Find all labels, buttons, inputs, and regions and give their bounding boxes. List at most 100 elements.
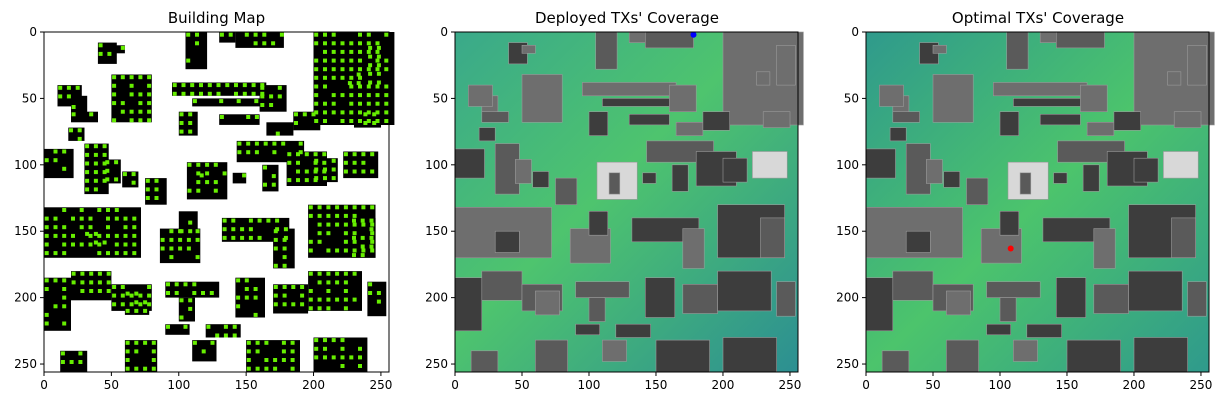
candidate-point: [335, 205, 340, 210]
candidate-point: [105, 177, 110, 182]
candidate-point: [358, 67, 362, 72]
candidate-point: [216, 83, 221, 88]
candidate-point: [71, 280, 76, 285]
candidate-point: [281, 349, 286, 354]
candidate-point: [352, 160, 357, 165]
candidate-point: [340, 110, 345, 115]
candidate-point: [331, 32, 336, 37]
candidate-point: [343, 306, 348, 311]
building: [675, 122, 704, 136]
candidate-point: [154, 196, 159, 200]
x-tick-label: 50: [514, 378, 529, 392]
candidate-point: [340, 119, 345, 123]
candidate-point: [360, 244, 365, 249]
candidate-point: [349, 110, 354, 115]
candidate-point: [53, 225, 58, 230]
building: [454, 277, 483, 332]
candidate-point: [294, 112, 298, 117]
candidate-point: [114, 216, 119, 221]
candidate-point: [271, 174, 276, 179]
candidate-point: [358, 119, 362, 123]
candidate-point: [272, 150, 277, 155]
candidate-point: [196, 171, 201, 176]
candidate-point: [340, 58, 345, 63]
candidate-point: [326, 280, 331, 285]
x-tick-label: 250: [369, 378, 392, 392]
building: [671, 164, 689, 192]
axes-frame: [43, 31, 390, 373]
candidate-point: [308, 271, 313, 276]
candidate-point: [131, 180, 136, 185]
building: [111, 74, 152, 123]
candidate-point: [120, 285, 125, 289]
candidate-point: [281, 340, 286, 345]
candidate-point: [372, 112, 377, 117]
candidate-point: [147, 75, 152, 80]
candidate-point: [363, 121, 368, 125]
building: [645, 31, 694, 49]
building: [1039, 114, 1081, 126]
candidate-point: [282, 246, 287, 251]
candidate-point: [273, 358, 278, 362]
candidate-point: [317, 280, 322, 285]
building: [232, 172, 247, 184]
candidate-point: [181, 83, 186, 88]
candidate-point: [340, 93, 345, 98]
candidate-point: [273, 366, 278, 371]
candidate-point: [314, 101, 319, 106]
candidate-point: [352, 222, 357, 227]
candidate-point: [125, 340, 130, 345]
candidate-point: [368, 291, 373, 295]
candidate-point: [240, 227, 245, 232]
candidate-point: [317, 239, 322, 244]
candidate-point: [62, 287, 67, 291]
candidate-point: [352, 235, 356, 240]
candidate-point: [44, 321, 49, 326]
candidate-point: [69, 360, 74, 364]
candidate-point: [129, 75, 134, 80]
building: [946, 339, 979, 373]
candidate-point: [53, 251, 58, 256]
candidate-point: [125, 366, 130, 371]
candidate-point: [112, 92, 117, 97]
building: [999, 297, 1017, 322]
candidate-point: [349, 58, 354, 63]
candidate-point: [358, 93, 362, 98]
candidate-point: [132, 233, 137, 238]
candidate-point: [44, 225, 49, 230]
panel-title: Deployed TXs' Coverage: [535, 9, 719, 27]
candidate-point: [172, 83, 177, 88]
candidate-point: [260, 91, 265, 96]
candidate-point: [335, 271, 340, 276]
candidate-point: [317, 297, 322, 302]
candidate-point: [207, 83, 212, 88]
candidate-point: [93, 240, 98, 245]
candidate-point: [255, 349, 260, 354]
candidate-point: [114, 177, 119, 182]
candidate-point: [172, 91, 177, 96]
x-tick-label: 0: [862, 378, 870, 392]
candidate-point: [53, 304, 58, 309]
x-tick-label: 150: [235, 378, 258, 392]
candidate-point: [264, 340, 269, 345]
candidate-point: [255, 366, 260, 371]
candidate-point: [352, 297, 357, 302]
candidate-point: [166, 324, 170, 329]
candidate-point: [352, 253, 356, 258]
building: [608, 172, 621, 195]
candidate-point: [120, 302, 125, 307]
building: [165, 281, 220, 298]
candidate-point: [340, 364, 345, 368]
candidate-point: [62, 278, 67, 283]
candidate-point: [349, 41, 354, 46]
candidate-point: [314, 58, 319, 63]
candidate-point: [370, 169, 375, 174]
candidate-point: [314, 67, 319, 72]
building: [993, 82, 1088, 97]
candidate-point: [314, 32, 319, 37]
candidate-point: [242, 83, 247, 88]
building: [943, 171, 961, 188]
candidate-point: [242, 173, 247, 178]
candidate-point: [314, 346, 319, 351]
candidate-point: [196, 162, 201, 167]
